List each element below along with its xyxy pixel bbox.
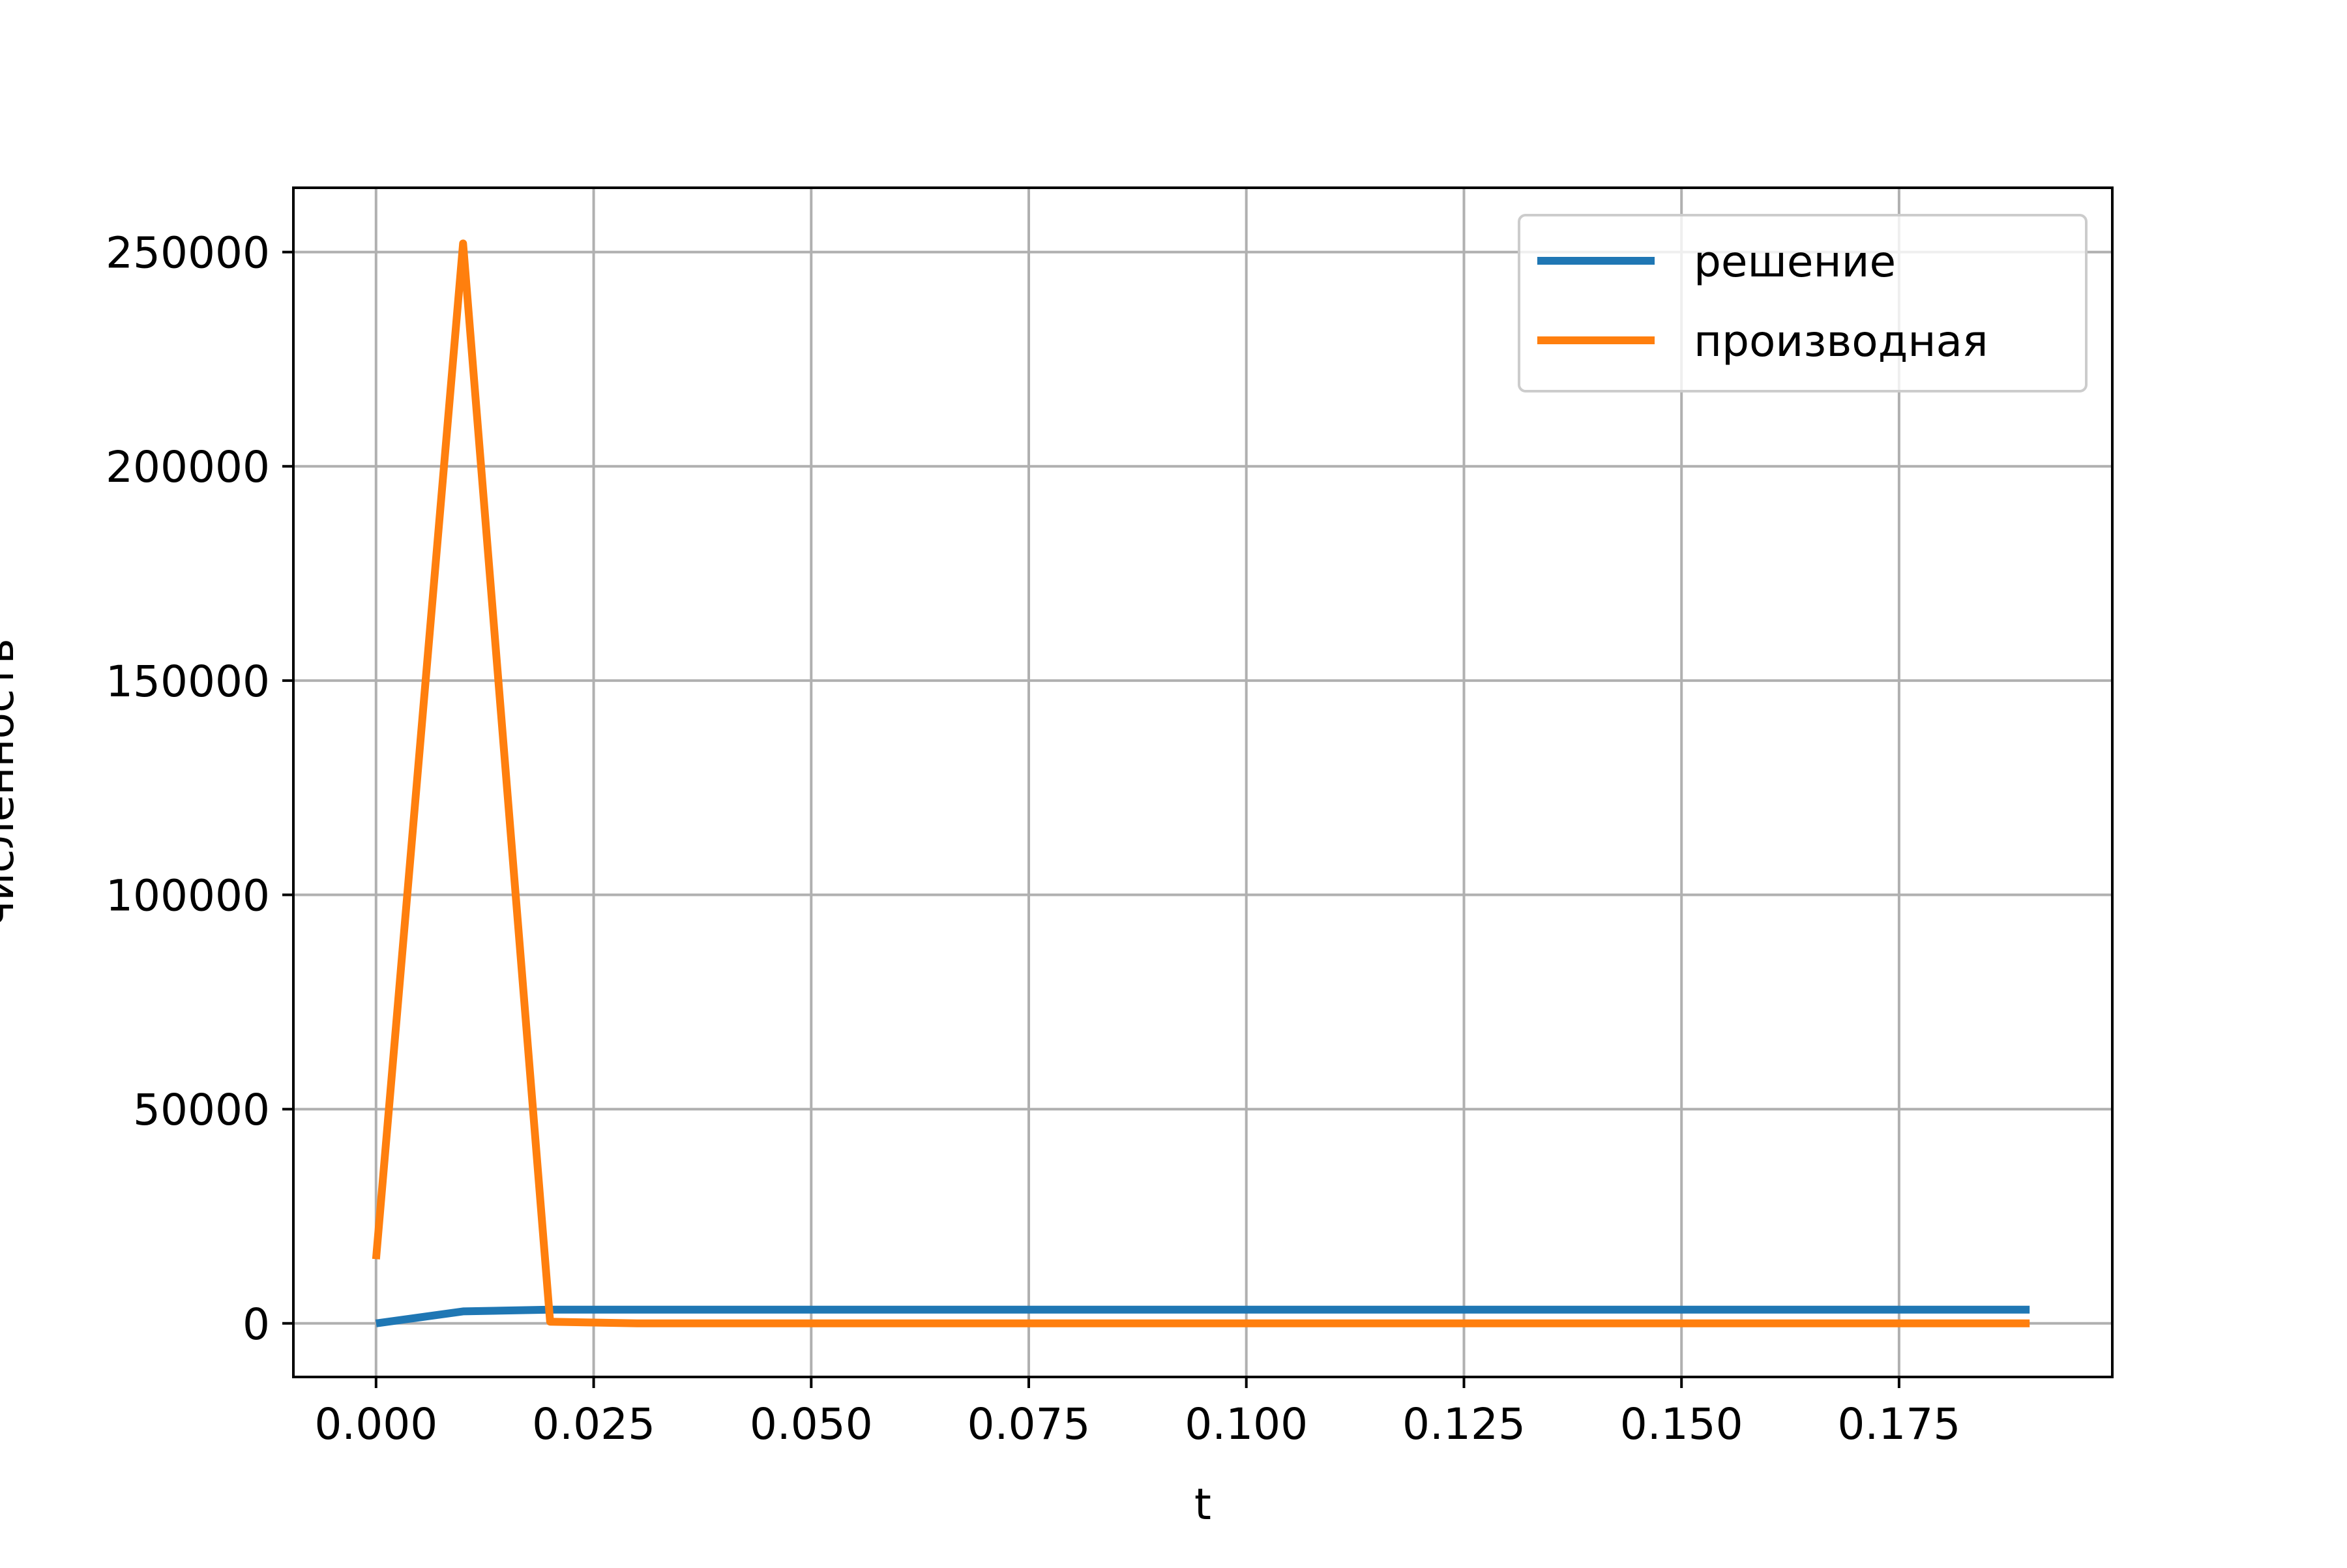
ticks: 0.000 0.025 0.050 0.075 0.100 0.125 0.150 0.175… (106, 228, 1960, 1449)
x-tick-label: 0.150 (1620, 1399, 1743, 1449)
y-tick-label: 250000 (106, 228, 270, 278)
legend-box (1518, 214, 2088, 392)
legend-label-reshenie: решение (1694, 237, 1896, 287)
x-tick-label: 0.125 (1402, 1399, 1526, 1449)
legend: решение производная (1518, 214, 2088, 392)
x-axis-label: t (1194, 1479, 1211, 1530)
y-tick-label: 0 (243, 1299, 270, 1350)
x-tick-label: 0.075 (967, 1399, 1091, 1449)
x-tick-label: 0.050 (750, 1399, 873, 1449)
y-tick-label: 100000 (106, 871, 270, 921)
y-tick-label: 50000 (133, 1085, 270, 1135)
x-tick-label: 0.025 (532, 1399, 655, 1449)
x-tick-label: 0.000 (314, 1399, 437, 1449)
y-axis-label: численность (0, 638, 23, 926)
series-line-0 (375, 1305, 2030, 1327)
x-tick-label: 0.100 (1185, 1399, 1308, 1449)
x-tick-label: 0.175 (1837, 1399, 1960, 1449)
y-tick-label: 150000 (106, 657, 270, 707)
plot-lines (372, 239, 2030, 1327)
legend-label-proizvodnaya: производная (1694, 316, 1988, 366)
axes-frame (292, 186, 2114, 1378)
y-tick-label: 200000 (106, 442, 270, 492)
series-line-1 (372, 239, 2030, 1327)
